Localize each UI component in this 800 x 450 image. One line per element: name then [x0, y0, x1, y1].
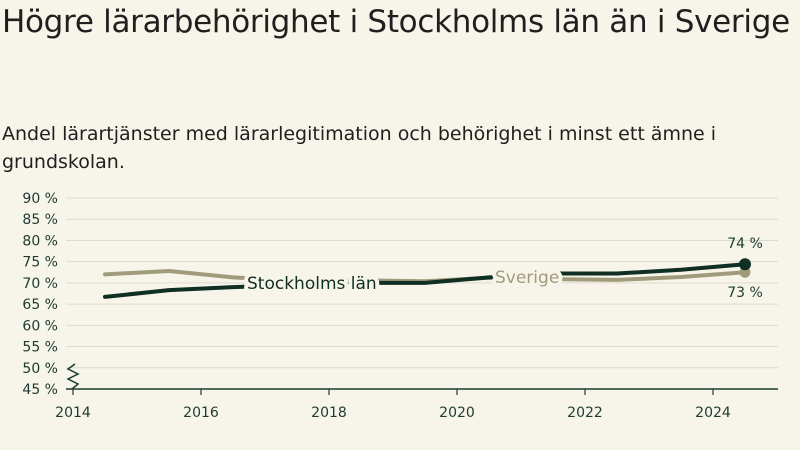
y-tick-label: 85 %: [22, 212, 58, 228]
y-tick-label: 80 %: [22, 233, 58, 249]
x-tick-label: 2024: [695, 405, 731, 421]
stockholm-line: [103, 262, 747, 299]
x-axis: [66, 363, 778, 395]
x-axis-ticks: 2014 2016 2018 2020 2022 2024: [55, 405, 731, 421]
series-lines: [103, 258, 751, 299]
stockholm-end-point: [739, 258, 751, 271]
y-tick-label: 70 %: [22, 276, 58, 292]
y-axis-ticks: 45 % 50 % 55 % 60 % 65 % 70 % 75 % 80 % 85 % 90 %: [22, 191, 58, 398]
chart-title: Högre lärarbehörighet i Stockholms län ä…: [2, 4, 790, 40]
y-tick-label: 65 %: [22, 297, 58, 313]
y-tick-label: 45 %: [22, 382, 58, 398]
stockholm-series-label: Stockholms län: [247, 274, 377, 294]
stockholm-end-value-label: 74 %: [727, 236, 763, 252]
y-tick-label: 55 %: [22, 340, 58, 356]
line-chart: 45 % 50 % 55 % 60 % 65 % 70 % 75 % 80 % 85 % 90 %…: [22, 191, 778, 421]
sverige-end-value-label: 73 %: [727, 285, 763, 301]
series-labels: Stockholms län Sverige 74 % 73 %: [243, 236, 763, 301]
y-tick-label: 50 %: [22, 361, 58, 377]
x-tick-label: 2018: [311, 405, 347, 421]
y-tick-label: 90 %: [22, 191, 58, 207]
x-tick-label: 2022: [567, 405, 603, 421]
x-tick-label: 2016: [183, 405, 219, 421]
y-axis-break-icon: [66, 363, 80, 390]
y-tick-label: 75 %: [22, 255, 58, 271]
chart-subtitle: Andel lärartjänster med lärarlegitimatio…: [2, 123, 717, 173]
x-tick-label: 2020: [439, 405, 475, 421]
y-tick-label: 60 %: [22, 318, 58, 334]
x-tick-label: 2014: [55, 405, 91, 421]
sverige-series-label: Sverige: [495, 268, 559, 288]
